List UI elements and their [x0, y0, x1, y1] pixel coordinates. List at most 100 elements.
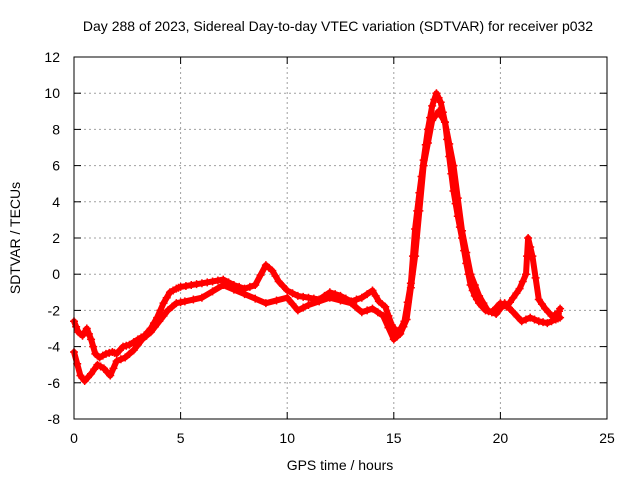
data-point — [445, 139, 454, 148]
data-point — [315, 297, 324, 306]
data-point — [189, 295, 198, 304]
data-point — [368, 304, 377, 313]
data-point — [434, 93, 443, 102]
data-point — [453, 194, 462, 203]
data-point — [406, 283, 415, 292]
data-point — [109, 364, 118, 373]
data-point — [470, 281, 479, 290]
data-point — [82, 324, 91, 333]
data-point — [73, 359, 82, 368]
data-point — [515, 284, 524, 293]
x-tick-label: 0 — [70, 430, 78, 446]
data-point — [283, 293, 292, 302]
data-point — [106, 371, 115, 380]
data-point — [197, 293, 206, 302]
data-point — [293, 306, 302, 315]
data-point — [251, 281, 260, 290]
chart-title: Day 288 of 2023, Sidereal Day-to-day VTE… — [83, 18, 593, 34]
data-point — [112, 357, 121, 366]
data-point — [381, 302, 390, 311]
data-point — [396, 329, 405, 338]
data-point — [531, 273, 540, 282]
data-point — [146, 328, 155, 337]
data-point — [293, 291, 302, 300]
y-tick-label: 6 — [52, 158, 60, 174]
data-point — [371, 291, 380, 300]
data-point — [156, 306, 165, 315]
y-axis-label: SDTVAR / TECUs — [7, 182, 23, 294]
data-point — [213, 276, 222, 285]
data-point — [347, 299, 356, 308]
data-point — [352, 303, 361, 312]
data-point — [272, 296, 281, 305]
data-point — [304, 293, 313, 302]
data-point — [87, 369, 96, 378]
data-point — [84, 329, 93, 338]
data-point — [304, 300, 313, 309]
series-trace — [71, 108, 564, 384]
data-point — [363, 306, 372, 315]
data-point — [411, 252, 420, 261]
data-point — [534, 317, 543, 326]
data-point — [208, 277, 217, 286]
data-point — [509, 308, 518, 317]
data-point — [530, 315, 539, 324]
x-tick-label: 20 — [493, 430, 509, 446]
y-tick-label: 12 — [44, 49, 60, 65]
data-point — [434, 107, 443, 116]
data-point — [556, 313, 565, 322]
y-tick-label: 2 — [52, 230, 60, 246]
data-point — [521, 315, 530, 324]
x-axis: 0 5 10 15 20 25 — [70, 57, 615, 446]
data-point — [384, 323, 393, 332]
data-point — [521, 270, 530, 279]
data-point — [539, 318, 548, 327]
data-point — [203, 278, 212, 287]
data-point — [466, 270, 475, 279]
data-point — [176, 298, 185, 307]
y-tick-label: -4 — [48, 339, 61, 355]
data-point — [432, 89, 441, 98]
data-point — [162, 293, 171, 302]
data-point — [288, 289, 297, 298]
data-point — [436, 98, 445, 107]
x-tick-label: 25 — [599, 430, 615, 446]
data-point — [142, 331, 151, 340]
data-point — [288, 300, 297, 309]
data-point — [512, 289, 521, 298]
data-point — [283, 286, 292, 295]
x-tick-label: 5 — [177, 430, 185, 446]
data-point — [121, 353, 130, 362]
data-point — [528, 252, 537, 261]
data-point — [500, 299, 509, 308]
data-point — [163, 306, 172, 315]
x-tick-label: 15 — [386, 430, 402, 446]
data-point — [543, 319, 552, 328]
data-point — [299, 303, 308, 312]
data-point — [197, 279, 206, 288]
data-point — [180, 297, 189, 306]
data-point — [116, 355, 125, 364]
data-point — [125, 340, 134, 349]
data-point — [125, 349, 134, 358]
y-axis: -8 -6 -4 -2 0 2 4 6 8 10 12 — [44, 49, 607, 427]
data-point — [90, 365, 99, 374]
data-point — [479, 299, 488, 308]
data-point — [155, 317, 164, 326]
data-point — [462, 248, 471, 257]
data-point — [526, 313, 535, 322]
data-point — [271, 272, 280, 281]
data-point — [278, 281, 287, 290]
data-point — [181, 281, 190, 290]
data-point — [357, 308, 366, 317]
data-point — [402, 315, 411, 324]
data-point — [518, 277, 527, 286]
data-point — [423, 138, 432, 147]
data-point — [419, 161, 428, 170]
data-layer — [70, 89, 565, 385]
data-point — [87, 335, 96, 344]
data-point — [133, 340, 142, 349]
data-point — [496, 304, 505, 313]
data-point — [430, 95, 439, 104]
